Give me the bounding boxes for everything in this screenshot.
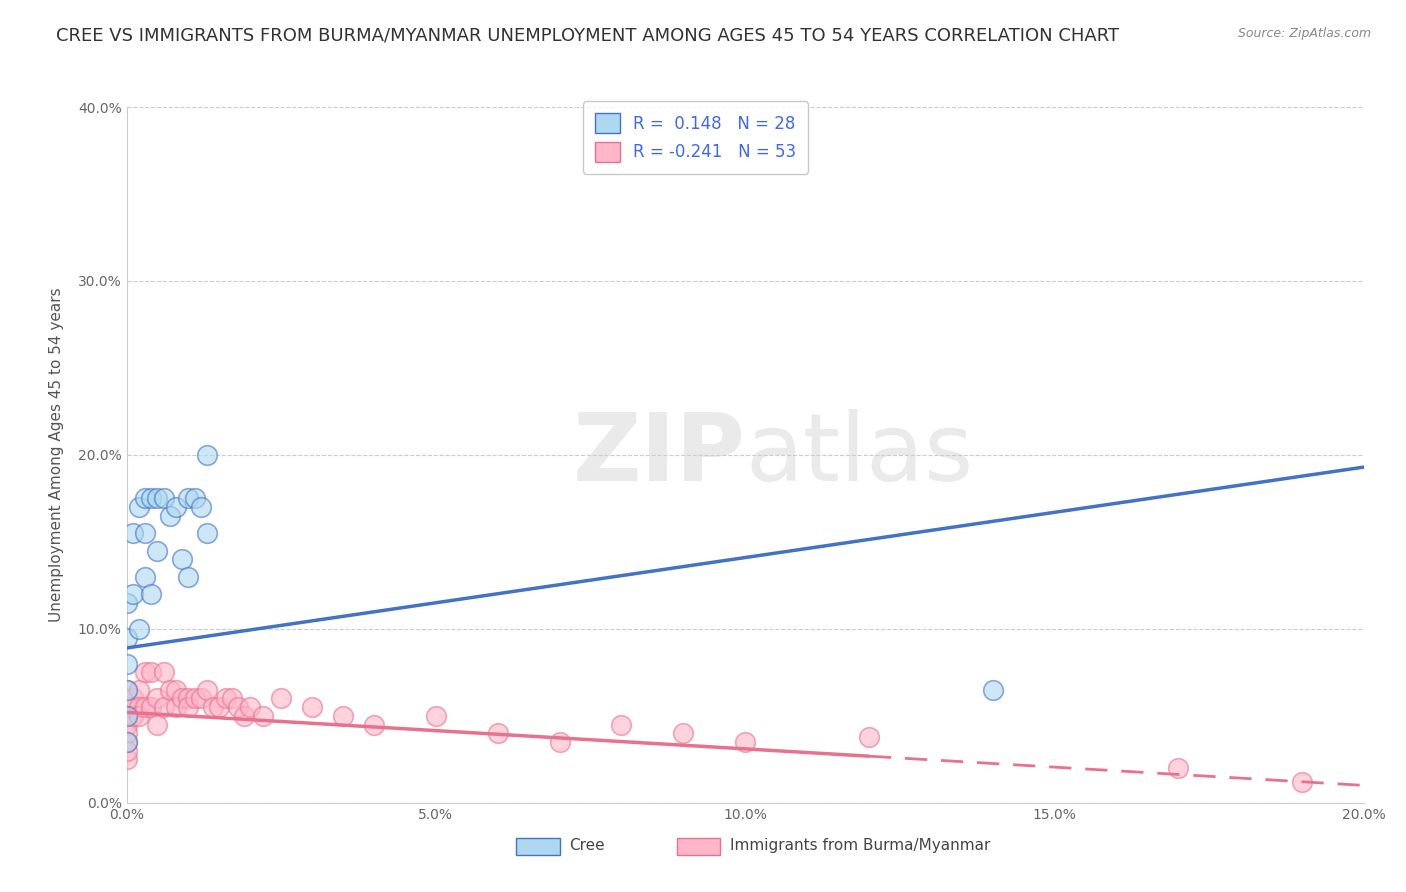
Point bbox=[252, 708, 274, 723]
Point bbox=[177, 491, 200, 506]
Point bbox=[115, 691, 138, 706]
Point bbox=[141, 587, 163, 601]
Point bbox=[177, 691, 200, 706]
Point bbox=[363, 717, 385, 731]
Point bbox=[226, 700, 249, 714]
Point bbox=[115, 631, 138, 645]
Point bbox=[195, 526, 218, 541]
Point bbox=[208, 700, 231, 714]
Point bbox=[134, 491, 156, 506]
Text: CREE VS IMMIGRANTS FROM BURMA/MYANMAR UNEMPLOYMENT AMONG AGES 45 TO 54 YEARS COR: CREE VS IMMIGRANTS FROM BURMA/MYANMAR UN… bbox=[56, 27, 1119, 45]
Point bbox=[610, 717, 633, 731]
Point bbox=[332, 708, 354, 723]
Point bbox=[121, 691, 143, 706]
Point bbox=[152, 491, 174, 506]
Point bbox=[177, 570, 200, 584]
Point bbox=[214, 691, 236, 706]
Point bbox=[734, 735, 756, 749]
Point bbox=[183, 691, 205, 706]
Point bbox=[115, 717, 138, 731]
Text: atlas: atlas bbox=[745, 409, 973, 501]
Point bbox=[195, 448, 218, 462]
Point bbox=[1291, 775, 1313, 789]
Point bbox=[172, 691, 194, 706]
Point bbox=[270, 691, 292, 706]
Point bbox=[141, 665, 163, 680]
Point bbox=[134, 570, 156, 584]
Point bbox=[128, 500, 150, 514]
Point bbox=[301, 700, 323, 714]
FancyBboxPatch shape bbox=[678, 838, 720, 855]
Point bbox=[115, 682, 138, 697]
Point bbox=[141, 700, 163, 714]
Point bbox=[134, 526, 156, 541]
Point bbox=[165, 700, 187, 714]
Point bbox=[128, 622, 150, 636]
Point bbox=[115, 700, 138, 714]
Point bbox=[177, 700, 200, 714]
Point bbox=[548, 735, 571, 749]
Point bbox=[115, 657, 138, 671]
Point bbox=[146, 491, 169, 506]
Text: Cree: Cree bbox=[569, 838, 605, 854]
Point bbox=[1167, 761, 1189, 775]
Point bbox=[183, 491, 205, 506]
Point bbox=[152, 665, 174, 680]
Point bbox=[233, 708, 256, 723]
Point bbox=[221, 691, 243, 706]
Point bbox=[115, 700, 138, 714]
Point bbox=[134, 665, 156, 680]
Point bbox=[858, 730, 880, 744]
Point bbox=[115, 682, 138, 697]
FancyBboxPatch shape bbox=[516, 838, 560, 855]
Text: Source: ZipAtlas.com: Source: ZipAtlas.com bbox=[1237, 27, 1371, 40]
Point bbox=[159, 682, 181, 697]
Point bbox=[425, 708, 447, 723]
Point bbox=[121, 587, 143, 601]
Point bbox=[115, 735, 138, 749]
Point bbox=[115, 700, 138, 714]
Point bbox=[115, 708, 138, 723]
Point bbox=[486, 726, 509, 740]
Point bbox=[159, 508, 181, 523]
Legend: R =  0.148   N = 28, R = -0.241   N = 53: R = 0.148 N = 28, R = -0.241 N = 53 bbox=[583, 102, 808, 174]
Point bbox=[202, 700, 225, 714]
Point bbox=[152, 700, 174, 714]
Point bbox=[172, 552, 194, 566]
Point bbox=[141, 491, 163, 506]
Point bbox=[115, 744, 138, 758]
Point bbox=[146, 717, 169, 731]
Point bbox=[165, 500, 187, 514]
Point bbox=[981, 682, 1004, 697]
Text: Immigrants from Burma/Myanmar: Immigrants from Burma/Myanmar bbox=[730, 838, 991, 854]
Point bbox=[115, 752, 138, 766]
Point bbox=[128, 682, 150, 697]
Point bbox=[115, 596, 138, 610]
Point bbox=[165, 682, 187, 697]
Text: ZIP: ZIP bbox=[572, 409, 745, 501]
Point bbox=[146, 543, 169, 558]
Point bbox=[672, 726, 695, 740]
Point bbox=[121, 708, 143, 723]
Point bbox=[134, 700, 156, 714]
Y-axis label: Unemployment Among Ages 45 to 54 years: Unemployment Among Ages 45 to 54 years bbox=[49, 287, 63, 623]
Point bbox=[190, 691, 212, 706]
Point bbox=[115, 726, 138, 740]
Point bbox=[195, 682, 218, 697]
Point bbox=[239, 700, 262, 714]
Point bbox=[190, 500, 212, 514]
Point bbox=[121, 526, 143, 541]
Point bbox=[128, 708, 150, 723]
Point bbox=[115, 735, 138, 749]
Point bbox=[128, 700, 150, 714]
Point bbox=[146, 691, 169, 706]
